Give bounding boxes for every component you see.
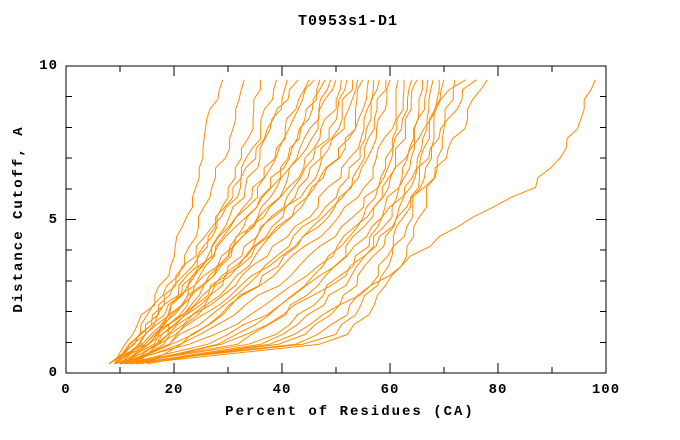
model-curve [108, 79, 326, 365]
model-curve [108, 79, 245, 365]
model-curve [130, 79, 418, 365]
x-tick-label-100: 100 [591, 382, 621, 398]
chart-title: T0953s1-D1 [297, 13, 399, 30]
x-tick-label-0: 0 [61, 382, 71, 398]
model-curve [125, 79, 375, 365]
model-curve [114, 79, 278, 365]
model-curve [125, 79, 477, 365]
model-curve [125, 79, 434, 365]
model-curve [114, 79, 391, 365]
model-curve [114, 79, 369, 365]
y-tick-label-0: 0 [48, 365, 58, 381]
model-curve [141, 79, 387, 365]
y-tick-label-10: 10 [39, 58, 58, 74]
x-tick-label-60: 60 [380, 382, 400, 398]
model-curve [119, 79, 380, 365]
model-curve [146, 79, 596, 365]
model-curve [119, 79, 445, 365]
model-curve [130, 79, 399, 365]
model-curve [130, 79, 440, 365]
tick-marks [65, 65, 607, 374]
model-curve [108, 79, 299, 365]
model-curve [114, 79, 466, 365]
x-tick-label-20: 20 [164, 382, 184, 398]
model-curve [136, 79, 429, 365]
x-tick-label-40: 40 [272, 382, 292, 398]
x-tick-label-80: 80 [488, 382, 508, 398]
model-curve [114, 79, 315, 365]
model-curve [125, 79, 337, 365]
model-curve [114, 79, 342, 365]
model-curve [108, 79, 359, 365]
model-curve [119, 79, 405, 365]
y-tick-label-5: 5 [48, 211, 58, 228]
model-curve [114, 79, 224, 365]
model-curve [136, 79, 456, 365]
model-curve [119, 79, 423, 365]
model-curve [130, 79, 488, 365]
x-axis-label: Percent of Residues (CA) [225, 404, 475, 420]
model-curves [108, 79, 596, 365]
